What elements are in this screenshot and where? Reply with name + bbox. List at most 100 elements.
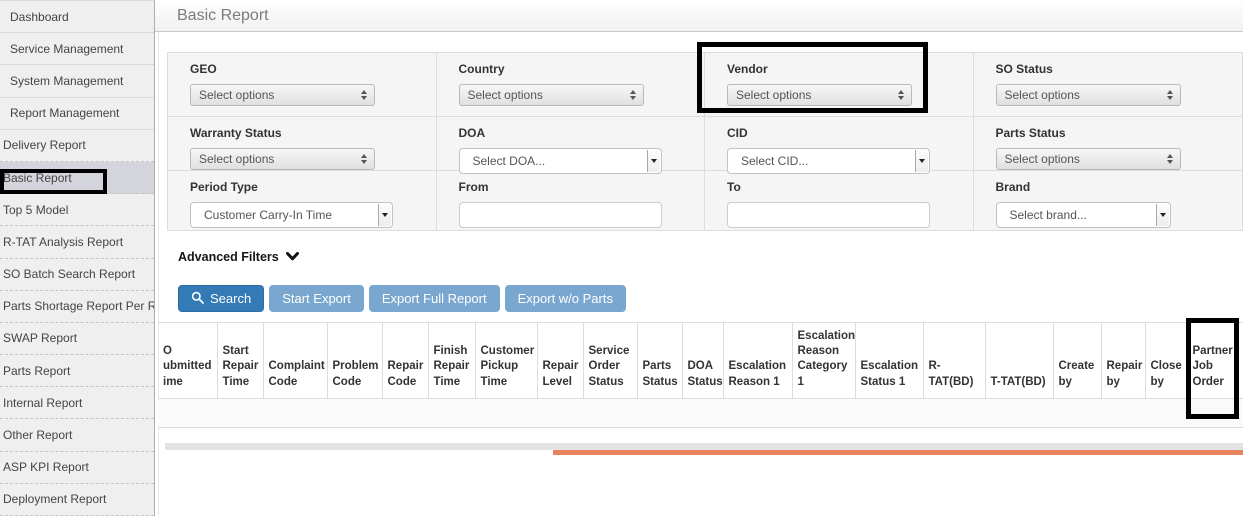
table-header-row: O ubmitted ime Start Repair Time Complai… [158, 322, 1243, 399]
filter-so-status: SO Status Select options [973, 53, 1242, 117]
geo-label: GEO [190, 62, 217, 76]
doa-label: DOA [458, 126, 486, 140]
updown-caret-icon [361, 154, 367, 164]
column-header: O ubmitted ime [158, 322, 218, 399]
column-header: Escalation Status 1 [855, 322, 924, 399]
search-button[interactable]: Search [178, 285, 265, 312]
sidebar-item-top-5-model[interactable]: Top 5 Model [0, 194, 154, 227]
action-button-row: Search Start Export Export Full Report E… [178, 285, 626, 312]
sidebar-item-other-report[interactable]: Other Report [0, 419, 154, 452]
column-header: Repair Code [382, 322, 429, 399]
brand-label: Brand [995, 180, 1031, 194]
export-wo-parts-button[interactable]: Export w/o Parts [504, 285, 626, 312]
filter-doa: DOA Select DOA... [436, 117, 705, 174]
cid-combobox[interactable]: Select CID... [727, 148, 930, 174]
column-header: Problem Code [327, 322, 383, 399]
export-full-report-button[interactable]: Export Full Report [368, 285, 500, 312]
updown-caret-icon [629, 90, 636, 100]
caret-down-icon[interactable] [378, 204, 391, 226]
from-input[interactable] [458, 202, 662, 228]
column-header: Repair Level [537, 322, 584, 399]
sidebar-item-asp-kpi-report[interactable]: ASP KPI Report [0, 452, 154, 484]
filter-from: From [437, 171, 705, 230]
filter-vendor: Vendor Select options [705, 53, 974, 117]
column-header: Escalation Reason 1 [723, 322, 793, 399]
country-label: Country [458, 62, 505, 76]
content-left-divider [158, 32, 159, 516]
sidebar-item-report-management[interactable]: Report Management [0, 98, 154, 130]
sidebar-item-rtat-analysis-report[interactable]: R-TAT Analysis Report [0, 226, 154, 259]
parts-status-label: Parts Status [995, 126, 1066, 140]
caret-down-icon[interactable] [915, 150, 928, 172]
filter-warranty-status: Warranty Status Select options [168, 117, 437, 171]
sidebar-item-system-management[interactable]: System Management [0, 65, 154, 98]
column-header: Create by [1053, 322, 1102, 399]
to-input[interactable] [727, 202, 930, 228]
filter-geo: GEO Select options [168, 53, 437, 117]
results-table: O ubmitted ime Start Repair Time Complai… [158, 322, 1243, 428]
sidebar-item-delivery-report[interactable]: Delivery Report [0, 130, 154, 162]
warranty-status-label: Warranty Status [190, 126, 282, 140]
caret-down-icon[interactable] [1155, 204, 1169, 226]
cid-label: CID [727, 126, 748, 140]
sidebar-item-deployment-report[interactable]: Deployment Report [0, 484, 154, 516]
sidebar-item-so-batch-search-report[interactable]: SO Batch Search Report [0, 259, 154, 291]
page-header: Basic Report [155, 0, 1243, 32]
sidebar-item-parts-report[interactable]: Parts Report [0, 355, 154, 388]
sidebar-item-parts-shortage-report[interactable]: Parts Shortage Report Per Repa [0, 291, 154, 323]
column-header: Finish Repair Time [428, 322, 476, 399]
brand-combobox[interactable]: Select brand... [995, 202, 1171, 228]
so-status-label: SO Status [995, 62, 1053, 76]
empty-table-row [158, 398, 1243, 428]
filter-brand: Brand Select brand... [974, 171, 1243, 230]
caret-down-icon[interactable] [646, 150, 660, 172]
column-header: Service Order Status [583, 322, 638, 399]
sidebar-item-service-management[interactable]: Service Management [0, 33, 154, 66]
sidebar-item-basic-report[interactable]: Basic Report [0, 161, 154, 195]
filter-panel: GEO Select options Country Select option… [167, 52, 1243, 231]
start-export-button[interactable]: Start Export [269, 285, 364, 312]
vendor-label: Vendor [727, 62, 768, 76]
updown-caret-icon [1166, 90, 1173, 100]
from-label: From [458, 180, 489, 194]
updown-caret-icon [898, 90, 904, 100]
column-header: Complaint Code [263, 322, 328, 399]
doa-combobox[interactable]: Select DOA... [458, 148, 662, 174]
sidebar-item-swap-report[interactable]: SWAP Report [0, 323, 154, 356]
column-header: Escalation Reason Category 1 [792, 322, 856, 399]
sidebar-item-internal-report[interactable]: Internal Report [0, 387, 154, 420]
chevron-down-icon [285, 250, 299, 264]
advanced-filters-toggle[interactable]: Advanced Filters [178, 250, 299, 264]
column-header: Close by [1145, 322, 1188, 399]
column-header: DOA Status [682, 322, 724, 399]
updown-caret-icon [1166, 154, 1173, 164]
column-header: R-TAT(BD) [923, 322, 986, 399]
vendor-multiselect[interactable]: Select options [727, 84, 912, 106]
updown-caret-icon [361, 90, 367, 100]
column-header: Parts Status [637, 322, 683, 399]
column-header: Customer Pickup Time [475, 322, 538, 399]
warranty-status-multiselect[interactable]: Select options [190, 148, 375, 170]
magnifier-icon [191, 291, 204, 307]
period-type-label: Period Type [190, 180, 258, 194]
filter-to: To [705, 171, 974, 230]
sidebar: Dashboard Service Management System Mana… [0, 0, 155, 516]
filter-period-type: Period Type Customer Carry-In Time [168, 171, 437, 230]
column-header: Start Repair Time [217, 322, 264, 399]
sidebar-item-dashboard[interactable]: Dashboard [0, 1, 154, 34]
column-header: Repair by [1101, 322, 1146, 399]
to-label: To [727, 180, 741, 194]
horizontal-scrollbar-track[interactable] [165, 443, 1243, 450]
page-title: Basic Report [177, 6, 269, 24]
country-multiselect[interactable]: Select options [458, 84, 644, 106]
filter-country: Country Select options [436, 53, 705, 117]
filter-cid: CID Select CID... [705, 117, 974, 174]
horizontal-scrollbar-thumb[interactable] [553, 450, 1243, 455]
geo-multiselect[interactable]: Select options [190, 84, 375, 106]
parts-status-multiselect[interactable]: Select options [995, 148, 1181, 170]
filter-parts-status: Parts Status Select options [973, 117, 1242, 171]
period-type-combobox[interactable]: Customer Carry-In Time [190, 202, 393, 228]
so-status-multiselect[interactable]: Select options [995, 84, 1181, 106]
column-header: T-TAT(BD) [985, 322, 1054, 399]
